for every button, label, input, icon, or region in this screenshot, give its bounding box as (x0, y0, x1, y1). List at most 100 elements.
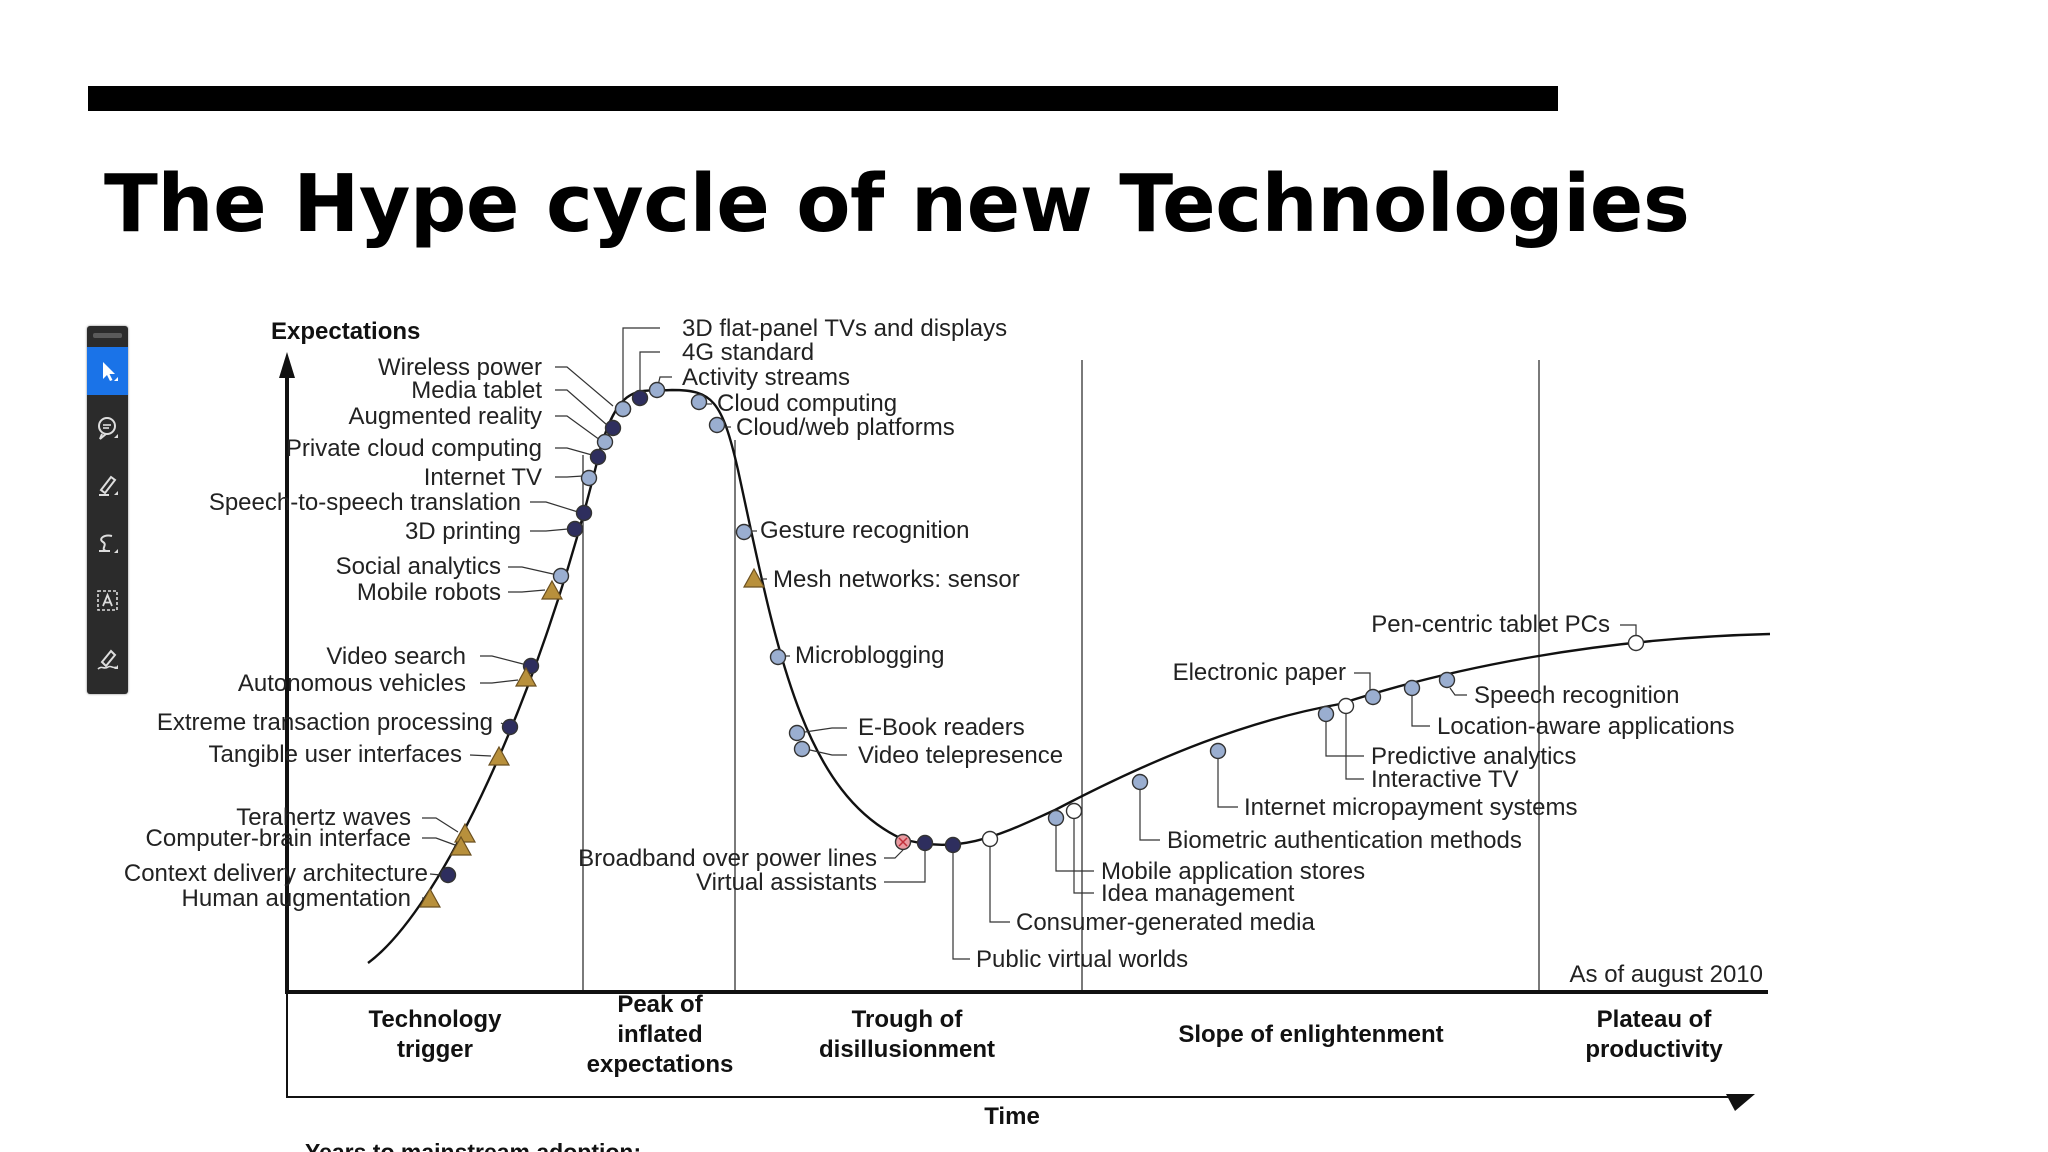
marker-4g-standard (631, 389, 649, 407)
tech-label-microblogging: Microblogging (795, 642, 944, 669)
marker-mesh-networks-sensor (742, 567, 766, 588)
highlight-tool-button[interactable] (87, 461, 128, 509)
tech-label-predictive-analytics: Predictive analytics (1371, 743, 1576, 770)
tech-label-virtual-assistants: Virtual assistants (696, 869, 877, 896)
tech-label-mobile-application-stores: Mobile application stores (1101, 858, 1365, 885)
leader-e-book-readers (804, 727, 847, 733)
select-tool-button[interactable] (87, 347, 128, 395)
adoption-footer: Years to mainstream adoption: (305, 1139, 641, 1152)
marker-cloud-web-platforms (708, 416, 726, 434)
tech-label-electronic-paper: Electronic paper (1173, 659, 1346, 686)
marker-mobile-application-stores (1047, 809, 1065, 827)
marker-gesture-recognition (735, 523, 753, 541)
signature-tool-button[interactable] (87, 635, 128, 683)
tech-label-3d-flat-panel-tvs-and-displays: 3D flat-panel TVs and displays (682, 315, 1007, 342)
leader-consumer-generated-media (989, 846, 1010, 923)
leader-idea-management (1073, 818, 1094, 894)
leader-speech-recognition (1449, 687, 1467, 696)
annotation-toolbar (87, 326, 128, 694)
tech-label-context-delivery-architecture: Context delivery architecture (124, 860, 428, 887)
marker-augmented-reality (596, 433, 614, 451)
leader-electronic-paper (1354, 672, 1371, 690)
tech-label-activity-streams: Activity streams (682, 364, 850, 391)
tech-label-3d-printing: 3D printing (405, 518, 521, 545)
toolbar-grip[interactable] (93, 333, 122, 338)
text-box-icon (96, 590, 118, 611)
marker-pen-centric-tablet-pcs (1627, 634, 1645, 652)
tech-label-broadband-over-power-lines: Broadband over power lines (578, 845, 877, 872)
pointer-icon (102, 362, 118, 381)
x-axis-label: Time (984, 1103, 1040, 1130)
leader-internet-micropayment-systems (1217, 758, 1238, 808)
marker-terahertz-waves (453, 822, 477, 843)
marker-location-aware-applications (1403, 679, 1421, 697)
leader-social-analytics (508, 566, 554, 575)
tech-label-video-telepresence: Video telepresence (858, 742, 1063, 769)
freehand-icon (98, 534, 118, 553)
phase-label-technology-trigger: Technology trigger (369, 1006, 503, 1063)
marker-cross (898, 837, 908, 847)
leader-augmented-reality (555, 415, 601, 441)
marker-activity-streams (648, 381, 666, 399)
phase-label-peak-of-inflated-expectations: Peak of inflated expectations (587, 991, 734, 1078)
title-bar-decoration (88, 86, 1558, 111)
leader-wireless-power (555, 366, 614, 407)
marker-e-book-readers (788, 724, 806, 742)
marker-media-tablet (604, 419, 622, 437)
marker-virtual-assistants (916, 834, 934, 852)
y-axis-label: Expectations (271, 318, 420, 345)
marker-tangible-user-interfaces (487, 745, 511, 766)
tech-label-video-search: Video search (326, 643, 466, 670)
tech-label-wireless-power: Wireless power (378, 354, 542, 381)
marker-mobile-robots (540, 579, 564, 600)
text-box-tool-button[interactable] (87, 577, 128, 625)
marker-cloud-computing (690, 393, 708, 411)
leader-4g-standard (639, 351, 660, 398)
tech-label-4g-standard: 4G standard (682, 339, 814, 366)
tech-label-speech-recognition: Speech recognition (1474, 682, 1679, 709)
leader-terahertz-waves (422, 817, 459, 833)
leader-context-delivery-architecture (429, 873, 442, 876)
tech-label-pen-centric-tablet-pcs: Pen-centric tablet PCs (1371, 611, 1610, 638)
phase-label-trough-of-disillusionment: Trough of disillusionment (819, 1006, 995, 1063)
highlighter-icon (98, 475, 118, 496)
marker-video-telepresence (793, 740, 811, 758)
tech-label-tangible-user-interfaces: Tangible user interfaces (209, 741, 462, 768)
marker-autonomous-vehicles (514, 666, 538, 687)
tech-label-computer-brain-interface: Computer-brain interface (146, 825, 411, 852)
pen-signature-icon (96, 649, 118, 670)
marker-human-augmentation (418, 887, 442, 908)
tech-label-biometric-authentication-methods: Biometric authentication methods (1167, 827, 1522, 854)
leader-mobile-robots (508, 589, 546, 593)
leader-interactive-tv (1345, 713, 1364, 780)
marker-context-delivery-architecture (439, 866, 457, 884)
tech-label-public-virtual-worlds: Public virtual worlds (976, 946, 1188, 973)
speech-bubble-icon (97, 417, 118, 440)
phase-label-slope-of-enlightenment: Slope of enlightenment (1178, 1021, 1443, 1048)
tech-label-internet-tv: Internet TV (424, 464, 542, 491)
leader-virtual-assistants (884, 850, 926, 883)
draw-tool-button[interactable] (87, 519, 128, 567)
tech-label-e-book-readers: E-Book readers (858, 714, 1025, 741)
leader-autonomous-vehicles (480, 679, 519, 684)
leader-3d-flat-panel-tvs-and-displays (622, 327, 660, 409)
tech-label-terahertz-waves: Terahertz waves (236, 804, 411, 831)
leader-public-virtual-worlds (952, 852, 970, 960)
slide-title: The Hype cycle of new Technologies (104, 158, 1690, 250)
as-of-note: As of august 2010 (1570, 961, 1763, 988)
tech-label-consumer-generated-media: Consumer-generated media (1016, 909, 1315, 936)
y-axis-arrow (279, 352, 295, 378)
marker-microblogging (769, 648, 787, 666)
tech-label-idea-management: Idea management (1101, 880, 1295, 907)
leader-predictive-analytics (1325, 721, 1364, 757)
leader-video-telepresence (809, 749, 847, 756)
marker-internet-tv (580, 469, 598, 487)
tech-label-augmented-reality: Augmented reality (349, 403, 542, 430)
comment-tool-button[interactable] (87, 404, 128, 452)
leader-location-aware-applications (1411, 695, 1430, 727)
leader-computer-brain-interface (422, 837, 456, 846)
tech-label-speech-to-speech-translation: Speech-to-speech translation (209, 489, 521, 516)
leader-biometric-authentication-methods (1139, 789, 1160, 841)
tech-label-media-tablet: Media tablet (411, 377, 542, 404)
